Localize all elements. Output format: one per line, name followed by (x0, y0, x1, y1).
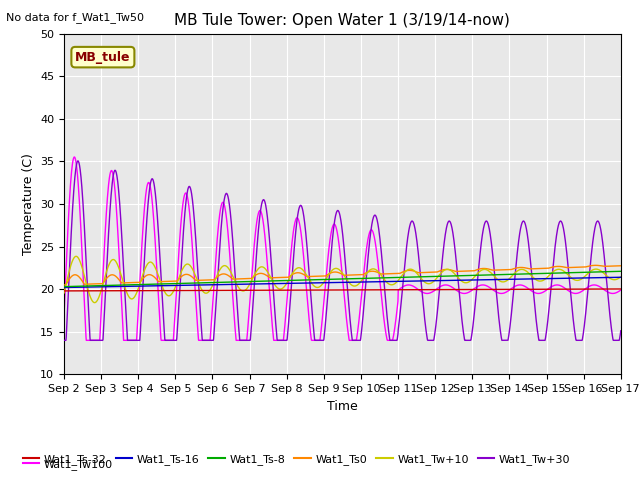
Title: MB Tule Tower: Open Water 1 (3/19/14-now): MB Tule Tower: Open Water 1 (3/19/14-now… (175, 13, 510, 28)
Legend: Wat1_Ts-32, Wat1_Ts-16, Wat1_Ts-8, Wat1_Ts0, Wat1_Tw+10, Wat1_Tw+30: Wat1_Ts-32, Wat1_Ts-16, Wat1_Ts-8, Wat1_… (19, 450, 575, 469)
X-axis label: Time: Time (327, 400, 358, 413)
Y-axis label: Temperature (C): Temperature (C) (22, 153, 35, 255)
Text: MB_tule: MB_tule (75, 51, 131, 64)
Text: No data for f_Wat1_Tw50: No data for f_Wat1_Tw50 (6, 12, 145, 23)
Legend: Wat1_Tw100: Wat1_Tw100 (19, 455, 118, 474)
